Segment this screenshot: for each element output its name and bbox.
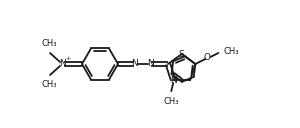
Text: N: N <box>60 60 66 68</box>
Text: CH₃: CH₃ <box>224 46 239 56</box>
Text: CH₃: CH₃ <box>41 80 57 89</box>
Text: CH₃: CH₃ <box>41 39 57 48</box>
Text: O: O <box>204 54 211 62</box>
Text: CH₃: CH₃ <box>164 97 179 106</box>
Text: N: N <box>148 60 154 68</box>
Text: +: + <box>65 56 70 61</box>
Text: N: N <box>170 76 177 85</box>
Text: S: S <box>179 50 184 58</box>
Text: N: N <box>132 60 138 68</box>
